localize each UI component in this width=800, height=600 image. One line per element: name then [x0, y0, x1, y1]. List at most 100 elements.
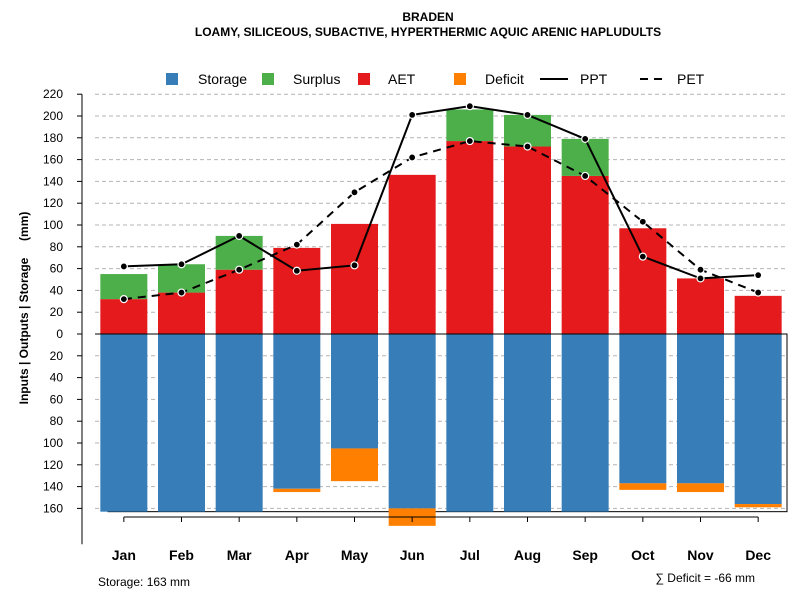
legend-swatch-aet: [358, 73, 370, 85]
ppt-point: [408, 110, 417, 120]
storage-bar-dec: [734, 334, 782, 505]
deficit-bar-may: [331, 448, 378, 482]
month-label: Feb: [169, 547, 194, 563]
aet-bar-dec: [734, 295, 782, 334]
aet-bar-oct: [619, 228, 667, 334]
y-tick-label: 80: [50, 240, 64, 254]
storage-bar-oct: [619, 334, 667, 484]
bars: [95, 109, 788, 526]
surplus-bar-jan: [100, 274, 148, 300]
surplus-bar-aug: [504, 114, 551, 147]
month-label: Jun: [400, 547, 425, 563]
y-axis-title: Inputs | Outputs | Storage (mm): [17, 212, 31, 405]
pet-point: [408, 153, 417, 162]
ppt-point: [754, 271, 763, 280]
deficit-total: ∑ Deficit = -66 mm: [655, 571, 755, 585]
surplus-bar-feb: [158, 264, 205, 293]
legend-swatch-storage: [166, 73, 178, 85]
y-tick-label: 100: [43, 218, 63, 232]
legend-label-ppt: PPT: [580, 71, 608, 87]
aet-bar-aug: [504, 146, 551, 334]
gridlines: [95, 93, 787, 509]
pet-point: [696, 265, 705, 274]
legend-swatch-deficit: [454, 73, 466, 85]
ppt-line: [123, 105, 759, 280]
storage-bar-mar: [215, 334, 263, 512]
y-tick-label: 60: [50, 392, 64, 406]
storage-note: Storage: 163 mm: [98, 575, 190, 589]
pet-point: [235, 265, 244, 274]
month-label: Nov: [687, 547, 714, 563]
series-lines: [119, 102, 763, 304]
y-tick-label: 100: [43, 436, 63, 450]
ppt-point: [523, 110, 532, 120]
storage-bar-apr: [273, 334, 321, 489]
pet-point: [581, 171, 590, 181]
month-label: Jan: [112, 547, 136, 563]
pet-point: [350, 188, 359, 197]
ppt-point: [465, 102, 474, 111]
y-tick-label: 40: [50, 371, 64, 385]
storage-bar-jun: [388, 334, 436, 509]
deficit-bar-nov: [677, 483, 724, 493]
pet-point: [292, 240, 301, 249]
y-tick-label: 40: [50, 283, 64, 297]
ppt-point: [581, 134, 590, 143]
chart-title: BRADEN: [402, 10, 453, 24]
legend-label-storage: Storage: [198, 71, 247, 87]
y-tick-label: 200: [43, 109, 63, 123]
legend-swatch-surplus: [262, 73, 274, 85]
deficit-bar-dec: [734, 504, 782, 508]
ppt-point: [177, 260, 186, 269]
legend-label-surplus: Surplus: [293, 71, 340, 87]
legend-label-pet: PET: [677, 71, 705, 87]
pet-point: [523, 142, 532, 151]
y-tick-label: 160: [43, 501, 63, 515]
axes: 2202001801601401201008060402002040608010…: [43, 87, 771, 563]
y-tick-label: 140: [43, 480, 63, 494]
ppt-point: [119, 262, 128, 271]
month-label: Aug: [514, 547, 541, 563]
legend-label-aet: AET: [388, 71, 416, 87]
ppt-point: [696, 274, 705, 283]
storage-bar-feb: [158, 334, 205, 512]
y-tick-label: 120: [43, 458, 63, 472]
storage-bar-jul: [446, 334, 494, 512]
y-tick-label: 0: [56, 327, 63, 341]
ppt-point: [235, 231, 244, 240]
y-tick-label: 20: [50, 349, 64, 363]
aet-bar-mar: [215, 269, 263, 334]
pet-point: [119, 295, 128, 304]
y-tick-label: 20: [50, 305, 64, 319]
aet-bar-may: [331, 223, 378, 334]
deficit-bar-oct: [619, 483, 667, 490]
aet-bar-jan: [100, 299, 148, 334]
storage-bar-sep: [561, 334, 609, 512]
legend-label-deficit: Deficit: [485, 71, 524, 87]
month-label: Mar: [227, 547, 252, 563]
pet-point: [465, 136, 474, 146]
storage-bar-aug: [504, 334, 551, 512]
aet-bar-jul: [446, 141, 494, 334]
surplus-bar-mar: [215, 235, 263, 270]
month-label: Oct: [631, 547, 655, 563]
surplus-bar-jul: [446, 109, 494, 142]
month-label: Sep: [572, 547, 598, 563]
y-tick-label: 140: [43, 174, 63, 188]
storage-bar-may: [331, 334, 378, 449]
y-tick-label: 60: [50, 262, 64, 276]
aet-bar-jun: [388, 174, 436, 334]
month-label: Dec: [745, 547, 771, 563]
y-tick-label: 220: [43, 87, 63, 101]
pet-point: [177, 288, 186, 297]
aet-bar-sep: [561, 175, 609, 334]
pet-point: [638, 217, 647, 226]
chart-subtitle: LOAMY, SILICEOUS, SUBACTIVE, HYPERTHERMI…: [195, 25, 661, 39]
month-label: Apr: [285, 547, 310, 563]
storage-bar-jan: [100, 334, 148, 512]
aet-bar-nov: [677, 278, 724, 334]
month-label: May: [341, 547, 368, 563]
y-tick-label: 120: [43, 196, 63, 210]
aet-bar-feb: [158, 292, 205, 334]
y-tick-label: 160: [43, 153, 63, 167]
